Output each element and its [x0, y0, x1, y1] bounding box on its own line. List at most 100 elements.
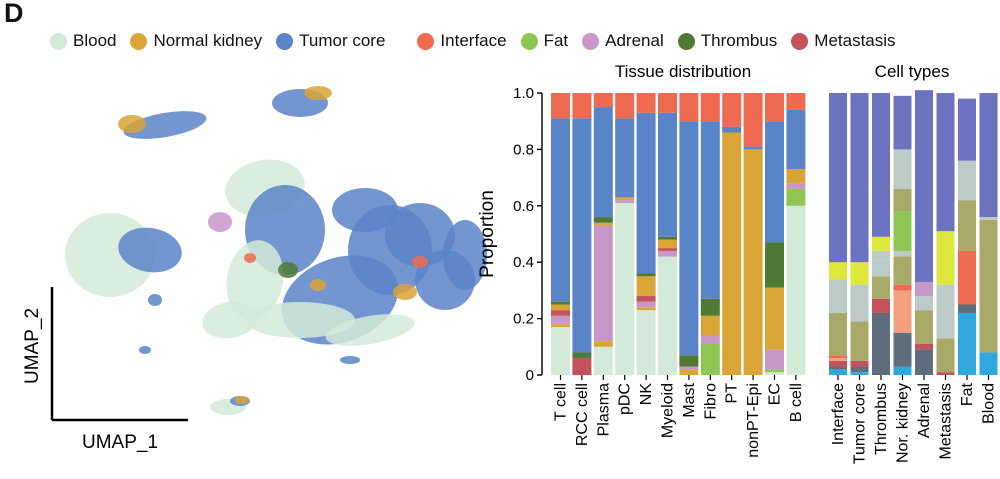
umap-cluster [310, 279, 326, 291]
x-tick-label: Fat [959, 382, 976, 406]
bar-segment [979, 217, 998, 220]
umap-cluster [123, 111, 207, 139]
umap-cluster [304, 86, 332, 100]
bar-segment [636, 310, 656, 375]
umap-cluster [325, 314, 415, 346]
bar-segment [551, 118, 570, 302]
bar-segment [765, 372, 784, 375]
bar-segment [829, 279, 847, 313]
umap-cluster [226, 240, 284, 320]
bar-segment [829, 360, 847, 367]
bar-segment [893, 332, 912, 367]
bar-segment [765, 121, 784, 243]
bar-segment [700, 93, 720, 122]
y-tick-label: 0.4 [513, 254, 534, 271]
bar-segment [722, 93, 742, 127]
bar-segment [743, 149, 763, 375]
bar-segment [593, 222, 613, 226]
bar-segment [872, 250, 890, 260]
bar-segment [593, 93, 613, 108]
bar-segment [979, 93, 998, 218]
bar-segment [700, 335, 720, 344]
bar-segment [593, 217, 613, 223]
umap-axes: UMAP_2 UMAP_1 [22, 287, 188, 453]
legend-swatch [276, 32, 294, 50]
bar-segment [636, 276, 656, 297]
bar-segment [658, 250, 677, 257]
x-tick-label: Thrombus [873, 383, 890, 455]
bar-segment [979, 219, 998, 353]
umap-cluster [244, 253, 256, 263]
panel-label: D [4, 0, 24, 28]
umap-cluster [412, 256, 428, 268]
x-tick-label: Metastasis [938, 383, 955, 459]
legend-label: Metastasis [814, 31, 896, 50]
bar-segment [765, 349, 784, 370]
bar-segment [765, 287, 784, 350]
bar-segment [829, 369, 847, 375]
bar-segment [615, 118, 635, 198]
legend-swatch [791, 32, 809, 50]
bar-segment [872, 298, 890, 313]
legend-label: Tumor core [299, 31, 386, 50]
bar-segment [551, 324, 570, 328]
bar-segment [658, 248, 677, 251]
bar-segment [850, 366, 869, 373]
bar-segment [786, 188, 806, 206]
tissue-distribution-chart: Tissue distribution Proportion 0 0.2 0.4 0.… [477, 62, 806, 458]
umap-cluster [340, 356, 360, 364]
legend-item: Tumor core [276, 31, 385, 51]
y-tick-label: 0.2 [513, 311, 534, 328]
bar-segment [872, 312, 890, 375]
x-tick-label: Mast [681, 382, 698, 417]
umap-cluster [235, 396, 249, 404]
bar-segment [593, 341, 613, 347]
legend-swatch [417, 32, 435, 50]
y-tick-label: 0.8 [513, 141, 534, 158]
bar-segment [551, 301, 570, 305]
bar-segment [551, 315, 570, 325]
bar-segment [893, 95, 912, 150]
umap-x-label: UMAP_1 [82, 432, 158, 453]
legend-label: Adrenal [605, 31, 664, 50]
bar-segment [850, 321, 869, 361]
bar-segment [786, 205, 806, 375]
bar-segment [722, 126, 742, 133]
bar-segment [700, 315, 720, 336]
x-tick-label: Nor. kidney [895, 383, 912, 463]
bar-segment [786, 183, 806, 189]
bar-segment [958, 250, 976, 305]
bar-segment [743, 93, 763, 147]
bar-segment [679, 93, 699, 122]
bar-segment [893, 256, 912, 285]
bar-segment [786, 109, 806, 170]
bar-segment [872, 236, 890, 251]
bar-segment [936, 284, 955, 339]
tissue-chart-title: Tissue distribution [615, 62, 751, 81]
bar-segment [679, 121, 699, 356]
x-tick-label: Adrenal [916, 383, 933, 438]
legend-label: Thrombus [700, 31, 778, 50]
bar-segment [658, 256, 677, 375]
bar-segment [829, 262, 847, 280]
x-tick-label: Fibro [702, 383, 719, 420]
bar-segment [658, 112, 677, 237]
legend-swatch [130, 32, 148, 50]
bar-segment [872, 276, 890, 299]
bar-segment [615, 93, 635, 119]
bar-segment [829, 366, 847, 370]
bar-segment [979, 352, 998, 375]
bar-segment [893, 188, 912, 212]
bar-segment [915, 343, 933, 350]
bar-segment [936, 231, 955, 285]
legend-item: Metastasis [791, 31, 896, 51]
bar-segment [893, 250, 912, 257]
celltype-chart-title: Cell types [875, 62, 950, 81]
bar-segment [615, 202, 635, 375]
bar-segment [658, 93, 677, 113]
bar-segment [850, 93, 869, 263]
x-tick-label: Myeloid [660, 383, 677, 438]
x-tick-label: T cell [553, 383, 570, 421]
bar-segment [829, 93, 847, 263]
bar-segment [936, 372, 955, 375]
